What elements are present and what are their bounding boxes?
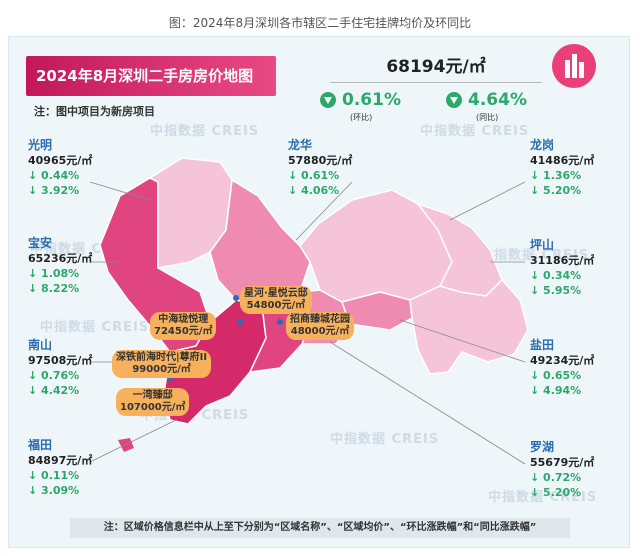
district-price: 41486元/㎡ xyxy=(530,154,595,167)
project-name: 招商臻城花园 xyxy=(290,314,350,325)
overall-mom: 0.61% (环比) xyxy=(320,90,401,122)
district-mom: ↓ 1.08% xyxy=(28,267,80,280)
district-mom: ↓ 0.76% xyxy=(28,369,80,382)
overall-yoy: 4.64% (同比) xyxy=(446,90,527,122)
brand-logo xyxy=(552,44,596,88)
district-price: 65236元/㎡ xyxy=(28,252,93,265)
district-longgang: 龙岗 41486元/㎡ ↓ 1.36% ↓ 5.20% xyxy=(530,138,594,198)
district-yoy: ↓ 4.06% xyxy=(288,184,340,197)
district-baoan: 宝安 65236元/㎡ ↓ 1.08% ↓ 8.22% xyxy=(28,236,92,296)
district-name: 龙华 xyxy=(288,138,313,152)
region-island xyxy=(118,438,134,452)
project-label: 星河·星悦云邸 54800元/㎡ xyxy=(240,286,312,314)
district-name: 南山 xyxy=(28,338,53,352)
district-longhua: 龙华 57880元/㎡ ↓ 0.61% ↓ 4.06% xyxy=(288,138,352,198)
overall-mom-value: 0.61% xyxy=(342,90,401,110)
district-price: 40965元/㎡ xyxy=(28,154,93,167)
district-guangming: 光明 40965元/㎡ ↓ 0.44% ↓ 3.92% xyxy=(28,138,92,198)
watermark: 中指数据 CREIS xyxy=(150,124,260,139)
project-name: 星河·星悦云邸 xyxy=(244,288,308,299)
map-title: 2024年8月深圳二手房房价地图 xyxy=(26,56,276,96)
district-name: 福田 xyxy=(28,438,53,452)
project-price: 54800元/㎡ xyxy=(246,300,306,311)
project-label: 中海珑悦理 72450元/㎡ xyxy=(150,312,217,340)
district-pingshan: 坪山 31186元/㎡ ↓ 0.34% ↓ 5.95% xyxy=(530,238,594,298)
district-price: 84897元/㎡ xyxy=(28,454,93,467)
project-label: 深铁前海时代|尊府ΙΙ 99000元/㎡ xyxy=(112,350,212,378)
district-luohu: 罗湖 55679元/㎡ ↓ 0.72% ↓ 5.20% xyxy=(530,440,594,500)
project-label: 一湾臻邸 107000元/㎡ xyxy=(116,388,190,416)
district-mom: ↓ 0.11% xyxy=(28,469,80,482)
overall-price: 68194元/㎡ xyxy=(330,52,542,83)
district-yoy: ↓ 4.42% xyxy=(28,384,80,397)
watermark: 中指数据 CREIS xyxy=(40,320,150,335)
watermark: 中指数据 CREIS xyxy=(488,490,598,505)
district-mom: ↓ 1.36% xyxy=(530,169,582,182)
district-name: 宝安 xyxy=(28,236,53,250)
region-dapeng xyxy=(409,278,529,375)
district-mom: ↓ 0.65% xyxy=(530,369,582,382)
district-mom: ↓ 0.34% xyxy=(530,269,582,282)
footer-note: 注：区域价格信息栏中从上至下分别为“区域名称”、“区域均价”、“环比涨跌幅”和“… xyxy=(70,518,570,538)
overall-yoy-label: (同比) xyxy=(476,113,499,122)
district-price: 57880元/㎡ xyxy=(288,154,353,167)
watermark: 中指数据 CREIS xyxy=(330,432,440,447)
project-label: 招商臻城花园 48000元/㎡ xyxy=(286,312,354,340)
district-futian: 福田 84897元/㎡ ↓ 0.11% ↓ 3.09% xyxy=(28,438,92,498)
project-name: 中海珑悦理 xyxy=(158,314,209,325)
district-yoy: ↓ 3.92% xyxy=(28,184,80,197)
project-price: 99000元/㎡ xyxy=(132,364,191,375)
project-name: 深铁前海时代|尊府ΙΙ xyxy=(116,352,208,363)
building-icon xyxy=(565,54,584,78)
project-dot xyxy=(233,295,239,301)
district-mom: ↓ 0.44% xyxy=(28,169,80,182)
district-name: 罗湖 xyxy=(530,440,555,454)
project-price: 72450元/㎡ xyxy=(154,326,213,337)
district-mom: ↓ 0.72% xyxy=(530,471,582,484)
down-arrow-icon xyxy=(320,92,336,108)
district-yoy: ↓ 5.95% xyxy=(530,284,582,297)
project-dot xyxy=(237,319,243,325)
district-price: 49234元/㎡ xyxy=(530,354,595,367)
district-name: 盐田 xyxy=(530,338,555,352)
district-yantian: 盐田 49234元/㎡ ↓ 0.65% ↓ 4.94% xyxy=(530,338,594,398)
district-yoy: ↓ 4.94% xyxy=(530,384,582,397)
down-arrow-icon xyxy=(446,92,462,108)
district-yoy: ↓ 3.09% xyxy=(28,484,80,497)
district-name: 坪山 xyxy=(530,238,555,252)
district-name: 光明 xyxy=(28,138,53,152)
district-price: 97508元/㎡ xyxy=(28,354,93,367)
district-name: 龙岗 xyxy=(530,138,555,152)
overall-mom-label: (环比) xyxy=(350,113,373,122)
region-longgang xyxy=(299,189,453,303)
project-dot xyxy=(277,319,283,325)
district-mom: ↓ 0.61% xyxy=(288,169,340,182)
figure-caption: 图：2024年8月深圳各市辖区二手住宅挂牌均价及环同比 xyxy=(168,16,472,30)
district-nanshan: 南山 97508元/㎡ ↓ 0.76% ↓ 4.42% xyxy=(28,338,92,398)
district-price: 55679元/㎡ xyxy=(530,456,595,469)
district-yoy: ↓ 5.20% xyxy=(530,486,582,499)
project-name: 一湾臻邸 xyxy=(132,390,173,401)
overall-yoy-value: 4.64% xyxy=(468,90,527,110)
project-price: 48000元/㎡ xyxy=(290,326,350,337)
watermark: 中指数据 CREIS xyxy=(480,248,590,263)
note: 注：图中项目为新房项目 xyxy=(34,105,155,118)
district-yoy: ↓ 5.20% xyxy=(530,184,582,197)
district-price: 31186元/㎡ xyxy=(530,254,595,267)
district-yoy: ↓ 8.22% xyxy=(28,282,80,295)
watermark: 中指数据 CREIS xyxy=(420,124,530,139)
project-price: 107000元/㎡ xyxy=(120,402,186,413)
